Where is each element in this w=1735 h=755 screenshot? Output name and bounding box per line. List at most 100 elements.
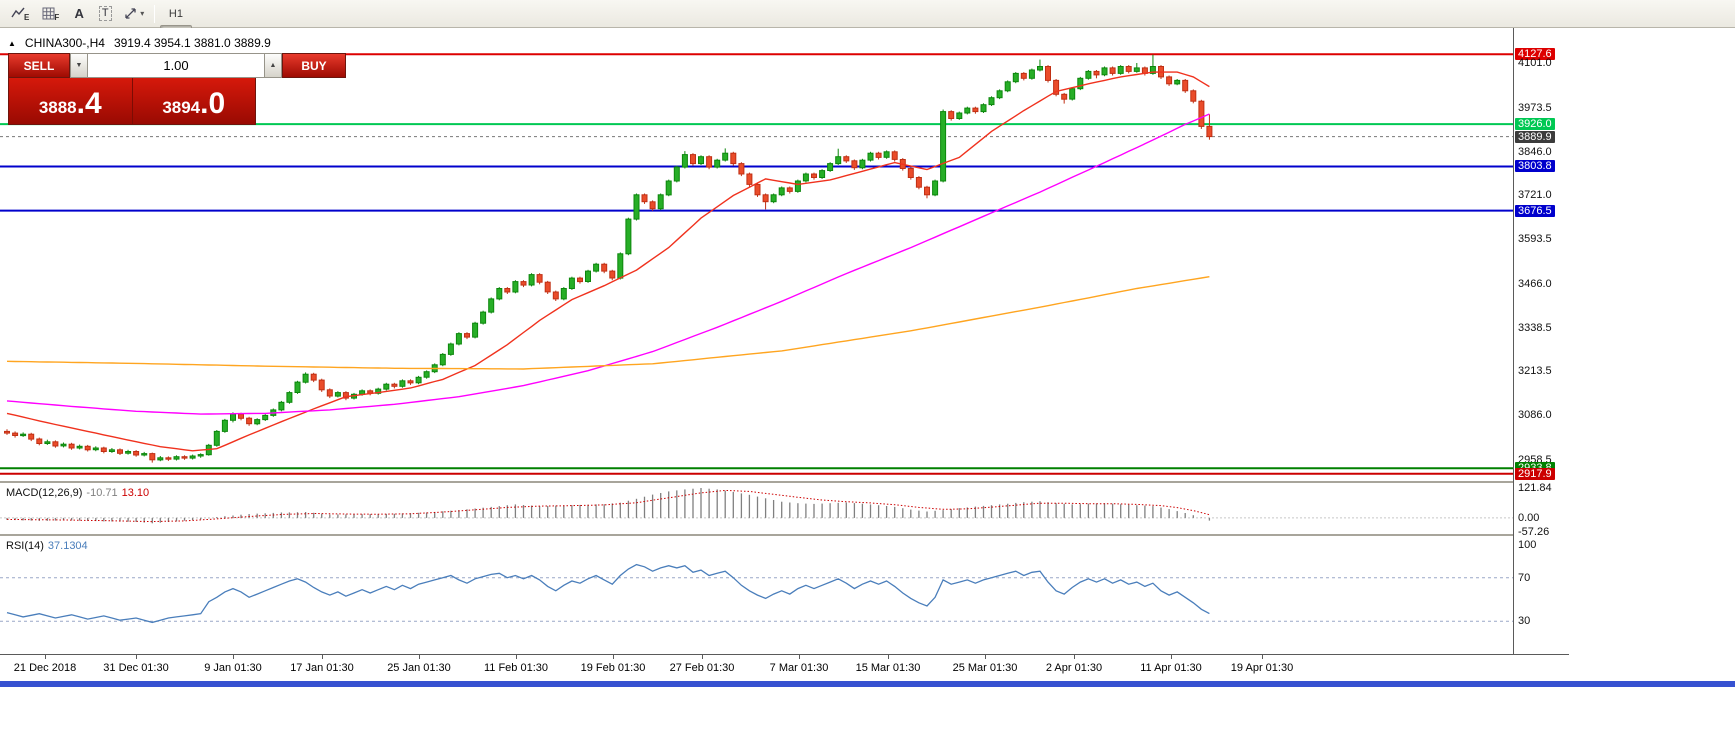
price-axis-label: 3086.0 [1518, 409, 1552, 421]
price-axis-label: -57.26 [1518, 526, 1550, 538]
rsi-line [6, 563, 1210, 624]
time-axis-label: 31 Dec 01:30 [103, 662, 169, 674]
macd-value: -10.71 [86, 487, 118, 499]
sell-price-pips: .4 [76, 87, 102, 120]
price-axis-label: 3926.0 [1515, 118, 1555, 130]
ma-medium-line [6, 113, 1210, 415]
sell-price[interactable]: 3888.4 [9, 78, 132, 124]
price-axis-label: 3721.0 [1518, 189, 1552, 201]
time-axis-tick [888, 655, 889, 659]
price-axis-label: 3676.5 [1515, 205, 1555, 217]
rsi-name: RSI(14) [6, 540, 44, 552]
price-axis-label: 121.84 [1518, 482, 1552, 494]
time-axis-tick [799, 655, 800, 659]
macd-header: MACD(12,26,9) -10.71 13.10 [6, 487, 149, 499]
time-axis-label: 25 Mar 01:30 [952, 662, 1018, 674]
time-axis-tick [985, 655, 986, 659]
candlesticks-layer [4, 54, 1213, 463]
label-a-icon: A [74, 6, 84, 21]
time-axis-label: 2 Apr 01:30 [1045, 662, 1103, 674]
time-axis-label: 25 Jan 01:30 [387, 662, 451, 674]
one-click-trading-panel: SELL ▼ ▲ BUY 3888.4 3894.0 [8, 53, 346, 125]
diagonal-arrows-icon [123, 6, 138, 21]
time-axis[interactable]: 21 Dec 2018 31 Dec 01:30 9 Jan 01:30 17 Jan… [0, 654, 1569, 678]
price-axis-label: 100 [1518, 539, 1537, 551]
price-axis-label: 4101.0 [1518, 57, 1552, 69]
text-tool-button[interactable]: T [92, 3, 118, 25]
cycle-lines-tool-button[interactable]: ▾ [118, 3, 149, 25]
time-axis-tick [1074, 655, 1075, 659]
time-axis-label: 11 Feb 01:30 [483, 662, 549, 674]
sell-button[interactable]: SELL [8, 53, 70, 78]
panel-divider[interactable] [0, 481, 1569, 483]
time-axis-label: 7 Mar 01:30 [769, 662, 829, 674]
price-axis-label: 3803.8 [1515, 160, 1555, 172]
macd-panel-canvas[interactable] [0, 483, 1513, 534]
ma-slow-line [6, 276, 1210, 370]
chart-tool-button[interactable]: E [6, 3, 36, 25]
buy-price-base: 3894 [162, 98, 201, 117]
sell-price-base: 3888 [38, 98, 77, 117]
toolbar-separator [154, 4, 156, 23]
time-axis-tick [419, 655, 420, 659]
rsi-panel-canvas[interactable] [0, 536, 1513, 653]
icon-letter-e: E [24, 13, 30, 22]
time-axis-tick [233, 655, 234, 659]
grid-icon: F [41, 6, 61, 22]
panel-divider[interactable] [0, 534, 1569, 536]
tick-direction-icon: ▲ [8, 38, 16, 48]
chart-line-icon: E [11, 6, 31, 22]
time-axis-tick [1262, 655, 1263, 659]
macd-signal-value: 13.10 [121, 487, 150, 499]
time-axis-label: 17 Jan 01:30 [290, 662, 354, 674]
time-axis-label: 21 Dec 2018 [13, 662, 77, 674]
time-axis-label: 15 Mar 01:30 [855, 662, 921, 674]
text-t-icon: T [98, 6, 112, 21]
buy-price-pips: .0 [200, 87, 226, 120]
window-bottom-edge [0, 681, 1735, 687]
price-axis-label: 3846.0 [1518, 146, 1552, 158]
chart-header: ▲ CHINA300-,H4 3919.4 3954.1 3881.0 3889… [8, 36, 271, 50]
time-axis-tick [136, 655, 137, 659]
price-axis-label: 2917.9 [1515, 468, 1555, 480]
ohlc-values: 3919.4 3954.1 3881.0 3889.9 [113, 36, 271, 50]
time-axis-tick [516, 655, 517, 659]
timeframe-button-h1[interactable]: H1 [168, 7, 183, 20]
spinner-down-icon: ▼ [75, 62, 83, 69]
time-axis-tick [702, 655, 703, 659]
toolbar: E F A T ▾ M1M5M15M30H1H4D1W1MN [0, 0, 1735, 108]
price-axis-label: 3213.5 [1518, 365, 1552, 377]
price-axis-label: 30 [1518, 615, 1531, 627]
price-divider [131, 78, 133, 124]
time-axis-label: 9 Jan 01:30 [204, 662, 262, 674]
price-axis[interactable]: 4127.6 4101.0 3973.5 3926.0 3889.9 3846.0 3803… [1513, 28, 1569, 655]
price-axis-label: 3889.9 [1515, 131, 1555, 143]
dropdown-caret-icon: ▾ [140, 9, 145, 18]
symbol-period-label: CHINA300-,H4 [24, 36, 105, 50]
buy-price[interactable]: 3894.0 [133, 78, 256, 124]
icon-letter-f: F [54, 13, 60, 22]
time-axis-label: 19 Feb 01:30 [580, 662, 646, 674]
macd-signal-line [6, 489, 1210, 523]
price-axis-label: 3466.0 [1518, 278, 1552, 290]
price-axis-label: 4127.6 [1515, 48, 1555, 60]
arrow-label-tool-button[interactable]: A [66, 3, 92, 25]
price-axis-label: 3338.5 [1518, 322, 1552, 334]
price-axis-label: 3593.5 [1518, 233, 1552, 245]
volume-increase-button[interactable]: ▲ [264, 53, 282, 78]
time-axis-tick [45, 655, 46, 659]
macd-name: MACD(12,26,9) [6, 487, 83, 499]
time-axis-label: 19 Apr 01:30 [1230, 662, 1294, 674]
time-axis-label: 11 Apr 01:30 [1140, 662, 1202, 674]
spinner-up-icon: ▲ [269, 62, 277, 69]
volume-input[interactable] [88, 53, 264, 78]
rsi-value: 37.1304 [47, 540, 88, 552]
buy-button[interactable]: BUY [282, 53, 346, 78]
volume-decrease-button[interactable]: ▼ [70, 53, 88, 78]
ma-fast-line [6, 71, 1210, 452]
price-axis-label: 70 [1518, 572, 1531, 584]
time-axis-tick [1171, 655, 1172, 659]
price-axis-label: 0.00 [1518, 512, 1540, 524]
grid-tool-button[interactable]: F [36, 3, 66, 25]
